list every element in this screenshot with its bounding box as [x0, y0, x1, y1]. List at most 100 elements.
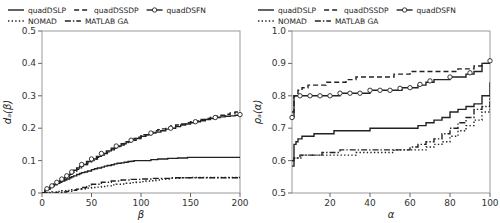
- legend-swatch: [324, 9, 340, 10]
- legend-item: NOMAD: [258, 17, 307, 26]
- series-markers: [290, 59, 492, 120]
- y-tick: [288, 193, 292, 194]
- marker: [298, 94, 302, 98]
- x-axis-label: β: [137, 209, 145, 220]
- marker: [418, 82, 422, 86]
- y-tick-label: 0.8: [272, 91, 287, 101]
- legend-swatch: [65, 20, 81, 21]
- marker: [79, 162, 83, 166]
- marker: [448, 75, 452, 79]
- x-tick: [42, 193, 43, 197]
- x-tick: [240, 193, 241, 197]
- x-tick: [450, 193, 451, 197]
- legend: quadDSLP quadDSSDP quadDSFN NOMAD MATLAB GA: [258, 6, 456, 26]
- y-tick-label: 0.2: [22, 123, 36, 133]
- legend-label: NOMAD: [278, 17, 307, 26]
- y-tick: [38, 128, 42, 129]
- series-markers: [45, 112, 242, 191]
- y-tick-label: 0.5: [272, 188, 286, 198]
- x-tick: [190, 193, 191, 197]
- y-tick: [38, 193, 42, 194]
- series-line: [292, 96, 490, 161]
- series-line: [42, 178, 240, 193]
- marker: [99, 151, 103, 155]
- legend-item: NOMAD: [8, 17, 57, 26]
- x-tick-label: 100: [132, 198, 149, 208]
- marker: [398, 86, 402, 90]
- x-axis-label: α: [388, 209, 395, 220]
- marker: [70, 170, 74, 174]
- series-line: [292, 82, 490, 166]
- series-line: [42, 115, 240, 193]
- y-tick: [288, 128, 292, 129]
- legend-label: quadDSFN: [417, 6, 456, 15]
- x-tick: [91, 193, 92, 197]
- marker: [368, 88, 372, 92]
- x-tick-label: 80: [444, 198, 456, 208]
- y-tick: [38, 160, 42, 161]
- legend-label: NOMAD: [28, 17, 57, 26]
- y-tick-label: 1.0: [272, 26, 287, 36]
- legend-label: quadDSSDP: [344, 6, 389, 15]
- x-tick-label: 200: [231, 198, 248, 208]
- plot-frame: [292, 31, 490, 193]
- x-tick-label: 50: [86, 198, 98, 208]
- y-tick-label: 0.5: [22, 26, 36, 36]
- marker: [149, 131, 153, 135]
- marker: [89, 157, 93, 161]
- x-tick-label: 100: [481, 198, 498, 208]
- marker: [468, 71, 472, 75]
- series-line: [292, 61, 490, 118]
- y-tick: [288, 95, 292, 96]
- series-line: [42, 110, 240, 193]
- y-tick-label: 0.6: [272, 156, 287, 166]
- legend-item: quadDSFN: [397, 6, 456, 15]
- marker: [428, 79, 432, 83]
- marker: [328, 94, 332, 98]
- marker: [193, 120, 197, 124]
- marker: [50, 184, 54, 188]
- legend-item: quadDSLP: [8, 6, 67, 15]
- y-axis-label: dₐ(β): [2, 100, 13, 124]
- legend-item: quadDSFN: [147, 6, 206, 15]
- legend-swatch: [258, 20, 274, 21]
- figure: quadDSLP quadDSSDP quadDSFN NOMAD MATLAB GA 0…: [0, 0, 500, 223]
- y-tick: [288, 63, 292, 64]
- series-lines: [42, 110, 240, 193]
- y-tick: [288, 31, 292, 32]
- y-tick-label: 0.3: [22, 91, 36, 101]
- legend-label: MATLAB GA: [335, 17, 379, 26]
- marker: [169, 126, 173, 130]
- legend-item: quadDSSDP: [324, 6, 389, 15]
- legend-swatch: [258, 9, 274, 10]
- legend-swatch: [8, 20, 24, 21]
- marker: [290, 115, 294, 119]
- legend-label: quadDSLP: [278, 6, 317, 15]
- marker: [65, 174, 69, 178]
- legend-item: MATLAB GA: [65, 17, 129, 26]
- x-tick-label: 0: [39, 198, 45, 208]
- marker: [60, 177, 64, 181]
- y-tick-label: 0.9: [272, 58, 287, 68]
- x-tick-label: 20: [324, 198, 336, 208]
- series-lines: [292, 58, 490, 166]
- y-tick: [38, 31, 42, 32]
- legend-label: quadDSLP: [28, 6, 67, 15]
- marker: [318, 94, 322, 98]
- chart-panel: quadDSLP quadDSSDP quadDSFN NOMAD MATLAB GA 2…: [252, 6, 499, 220]
- plot-frame: [42, 31, 240, 193]
- marker: [45, 187, 49, 191]
- chart-panel: quadDSLPquadDSSDPquadDSFNNOMADMATLAB GA0…: [2, 6, 249, 220]
- legend: quadDSLPquadDSSDPquadDSFNNOMADMATLAB GA: [8, 6, 206, 26]
- marker: [408, 86, 412, 90]
- legend-swatch: [8, 9, 24, 10]
- x-tick-label: 40: [364, 198, 376, 208]
- x-tick: [370, 193, 371, 197]
- y-tick: [38, 95, 42, 96]
- marker: [114, 144, 118, 148]
- x-tick: [490, 193, 491, 197]
- legend-item: quadDSLP: [258, 6, 317, 15]
- marker: [488, 59, 492, 63]
- y-tick-label: 0.4: [22, 58, 37, 68]
- x-tick-label: 150: [182, 198, 199, 208]
